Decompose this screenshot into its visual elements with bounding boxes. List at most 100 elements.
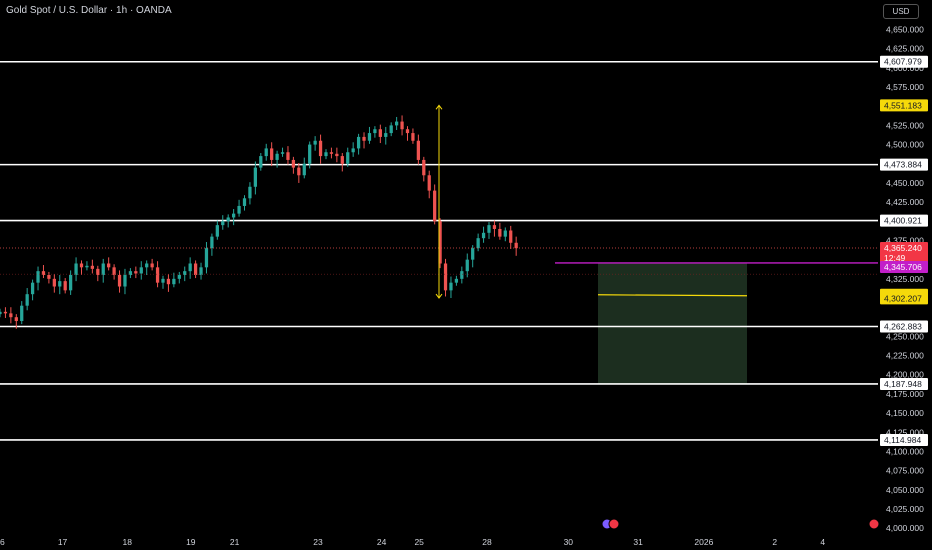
- candle-body: [183, 271, 187, 275]
- currency-button[interactable]: USD: [883, 4, 919, 19]
- chart-title: Gold Spot / U.S. Dollar · 1h · OANDA: [6, 5, 172, 16]
- candle-body: [356, 136, 361, 149]
- price-tick-label: 4,600.000: [886, 63, 924, 73]
- candle-body: [471, 248, 475, 260]
- time-tick-label: 21: [230, 537, 240, 547]
- price-tag-bg: [880, 55, 928, 68]
- candle-body: [384, 133, 388, 137]
- candle-body: [232, 213, 236, 218]
- price-tick-label: 4,575.000: [886, 82, 924, 92]
- price-tag: 4,551.183: [884, 100, 922, 110]
- candle-body: [30, 282, 35, 295]
- price-tag: 4,607.979: [884, 57, 922, 67]
- time-tick-label: 31: [633, 537, 643, 547]
- price-tick-label: 4,325.000: [886, 274, 924, 284]
- target-zone: [598, 262, 747, 384]
- candle-body: [161, 278, 165, 283]
- price-tick-label: 4,525.000: [886, 120, 924, 130]
- price-tag-bg: [880, 99, 928, 112]
- candle-body: [427, 175, 431, 191]
- candle-body: [9, 313, 13, 318]
- candle-body: [41, 271, 46, 275]
- candle-body: [340, 156, 344, 164]
- candle-body: [302, 163, 306, 176]
- candle-body: [264, 148, 268, 157]
- candle-body: [405, 129, 410, 134]
- entry-price-tag: 4,345.706: [884, 262, 922, 272]
- time-tick-label: 16: [0, 537, 5, 547]
- time-tick-label: 23: [313, 537, 323, 547]
- candle-body: [400, 121, 404, 130]
- candle-body: [465, 259, 469, 272]
- candle-body: [373, 129, 377, 134]
- candle-body: [313, 140, 317, 145]
- candle-body: [346, 152, 350, 164]
- candle-body: [367, 133, 372, 141]
- candle-body: [454, 278, 459, 283]
- candles-layer: [0, 115, 518, 329]
- candle-body: [291, 159, 296, 168]
- time-tick-label: 4: [820, 537, 825, 547]
- price-tick-label: 4,425.000: [886, 197, 924, 207]
- time-tick-label: 25: [414, 537, 424, 547]
- price-tick-label: 4,000.000: [886, 523, 924, 533]
- time-axis-layer: 1617181921232425283031202624: [0, 518, 880, 550]
- price-tick-label: 4,025.000: [886, 504, 924, 514]
- candle-body: [101, 263, 105, 275]
- time-axis-background: [0, 534, 878, 550]
- candle-body: [85, 265, 89, 268]
- candle-body: [335, 153, 339, 157]
- candle-body: [199, 267, 203, 275]
- economic-event-icon: [608, 518, 620, 530]
- time-tick-label: 28: [482, 537, 492, 547]
- price-tag-bg: [880, 292, 928, 305]
- candle-body: [117, 275, 122, 287]
- price-tick-label: 4,175.000: [886, 389, 924, 399]
- candle-body: [503, 230, 507, 237]
- candle-body: [226, 217, 230, 222]
- time-tick-label: 2: [772, 537, 777, 547]
- candle-body: [253, 167, 257, 187]
- price-tag: 4,114.984: [884, 435, 921, 445]
- price-tick-label: 4,050.000: [886, 485, 924, 495]
- candle-body: [0, 311, 2, 315]
- price-tick-label: 4,450.000: [886, 178, 924, 188]
- price-tag: 4,187.948: [884, 379, 922, 389]
- price-tick-label: 4,650.000: [886, 25, 924, 35]
- price-tag: 4,262.883: [884, 321, 922, 331]
- candle-body: [36, 271, 40, 283]
- candle-body: [351, 148, 355, 153]
- candle-body: [259, 156, 263, 168]
- candle-body: [509, 230, 513, 243]
- target-line: [597, 294, 748, 297]
- candle-body: [443, 263, 448, 291]
- candle-body: [476, 238, 480, 249]
- time-tick-label: 30: [564, 537, 574, 547]
- candle-body: [145, 263, 149, 268]
- candle-body: [460, 271, 464, 279]
- candle-body: [74, 263, 78, 275]
- candle-body: [123, 275, 127, 287]
- time-tick-label: 18: [122, 537, 132, 547]
- price-tick-label: 4,200.000: [886, 370, 924, 380]
- candle-body: [112, 267, 116, 275]
- price-tick-label: 4,125.000: [886, 427, 924, 437]
- candle-body: [389, 125, 393, 134]
- candle-body: [150, 263, 154, 268]
- candle-body: [20, 305, 24, 322]
- price-tick-label: 4,250.000: [886, 331, 924, 341]
- candle-body: [172, 278, 176, 285]
- candle-body: [134, 271, 138, 274]
- candle-body: [275, 153, 279, 160]
- price-tag: 4,400.921: [884, 216, 922, 226]
- candle-body: [204, 248, 209, 268]
- candle-body: [193, 263, 198, 275]
- candle-body: [221, 221, 225, 226]
- candle-body: [318, 140, 323, 157]
- price-tag-bg: [880, 433, 928, 446]
- candle-body: [166, 278, 171, 285]
- candle-body: [52, 278, 56, 287]
- candle-body: [47, 275, 51, 279]
- time-tick-label: 19: [186, 537, 196, 547]
